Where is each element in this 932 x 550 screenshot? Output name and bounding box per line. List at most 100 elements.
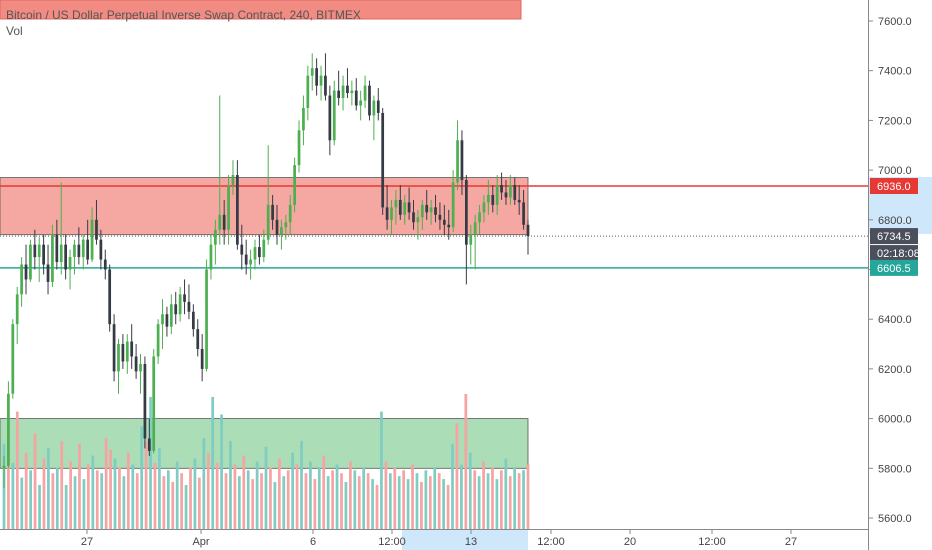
candle-body <box>306 75 310 108</box>
candle-body <box>222 214 226 230</box>
candle-body <box>143 363 147 439</box>
volume-bar <box>286 470 290 529</box>
volume-bar <box>55 467 59 529</box>
candle-body <box>522 202 525 225</box>
volume-bar <box>198 477 201 529</box>
candle-body <box>108 269 112 325</box>
volume-bar <box>455 423 459 529</box>
volume-bar <box>304 473 308 529</box>
candle-body <box>337 90 341 99</box>
candle-body <box>526 224 530 237</box>
candle-body <box>429 207 433 213</box>
volume-bar <box>388 473 392 529</box>
candle-body <box>280 227 283 235</box>
candle-body <box>407 202 411 213</box>
candle-body <box>174 304 178 315</box>
candle-body <box>99 239 103 260</box>
volume-bar <box>366 473 370 529</box>
x-tick-label: 12:00 <box>378 536 406 548</box>
volume-bar <box>189 467 192 529</box>
candle-body <box>42 244 45 265</box>
candle-body <box>451 182 455 228</box>
bar-countdown-tag <box>870 245 918 262</box>
volume-bar <box>393 467 397 529</box>
volume-bar <box>326 476 330 529</box>
candle-body <box>346 85 349 94</box>
volume-bar <box>91 455 95 529</box>
x-tick-label: 27 <box>785 536 797 548</box>
volume-bar <box>144 440 148 529</box>
volume-bar <box>15 411 19 529</box>
y-tick-label: 7000.0 <box>878 165 912 177</box>
volume-bar <box>220 414 223 529</box>
candle-body <box>495 185 499 205</box>
volume-bar <box>255 461 259 529</box>
volume-bar <box>451 443 454 529</box>
x-tick-label: Apr <box>192 536 209 548</box>
support-price-tag <box>870 259 918 276</box>
volume-bar <box>149 396 152 529</box>
indicator-label[interactable]: Vol <box>6 24 23 38</box>
candle-body <box>403 202 407 215</box>
candle-body <box>412 212 415 223</box>
candle-body <box>434 207 437 215</box>
volume-bar <box>113 458 117 529</box>
candle-body <box>81 239 85 258</box>
volume-bar <box>411 464 414 529</box>
support-price-tag-label: 6606.5 <box>877 263 911 275</box>
candle-body <box>363 85 367 101</box>
candle-body <box>125 341 129 362</box>
y-tick-label: 5800.0 <box>878 463 912 475</box>
candle-body <box>456 140 459 183</box>
candle-body <box>328 95 332 141</box>
candle-body <box>438 214 442 220</box>
volume-bar <box>126 452 130 529</box>
volume-bar <box>202 438 206 529</box>
candle-body <box>73 244 76 258</box>
y-tick-label: 6200.0 <box>878 364 912 376</box>
x-tick-label: 6 <box>310 536 316 548</box>
volume-bar <box>246 470 250 529</box>
candle-body <box>86 239 90 260</box>
volume-bar <box>251 479 255 529</box>
volume-bar <box>51 473 55 529</box>
volume-bar <box>193 458 197 529</box>
candle-body <box>11 324 15 394</box>
candle-body <box>178 294 182 315</box>
volume-bar <box>384 461 388 529</box>
volume-bar <box>517 473 521 529</box>
candle-body <box>324 75 327 96</box>
volume-bar <box>166 470 170 529</box>
candle-body <box>249 259 252 265</box>
volume-bar <box>397 476 401 529</box>
y-tick-label: 7400.0 <box>878 66 912 78</box>
volume-bar <box>175 461 179 529</box>
candle-body <box>196 329 200 350</box>
volume-bar <box>406 479 410 529</box>
candle-body <box>130 341 134 357</box>
candle-body <box>191 311 195 330</box>
volume-bar <box>322 455 326 529</box>
y-tick-label: 7600.0 <box>878 16 912 28</box>
candle-body <box>262 239 266 258</box>
volume-bar <box>73 476 77 529</box>
volume-bar <box>237 476 241 529</box>
volume-bar <box>340 473 343 529</box>
candle-body <box>332 90 336 141</box>
candle-body <box>504 192 508 198</box>
candle-body <box>112 324 116 372</box>
candle-body <box>394 199 398 208</box>
volume-bar <box>362 467 366 529</box>
support-zone[interactable] <box>0 418 529 469</box>
volume-bar <box>464 394 468 529</box>
candle-body <box>29 244 32 280</box>
volume-bar <box>104 438 108 529</box>
y-tick-label: 5600.0 <box>878 513 912 525</box>
volume-bar <box>380 411 383 529</box>
volume-bar <box>282 476 286 529</box>
candle-body <box>460 140 464 181</box>
candle-body <box>33 244 37 258</box>
volume-bar <box>446 484 450 529</box>
candle-body <box>258 247 261 258</box>
